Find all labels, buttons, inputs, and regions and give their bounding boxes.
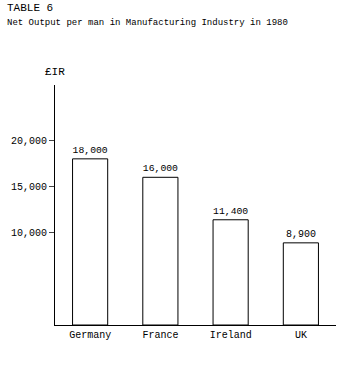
- svg-text:16,000: 16,000: [143, 163, 178, 174]
- svg-text:France: France: [142, 330, 178, 341]
- svg-text:Germany: Germany: [69, 330, 111, 341]
- svg-text:18,000: 18,000: [73, 145, 108, 156]
- svg-text:UK: UK: [295, 330, 307, 341]
- svg-text:£IR: £IR: [45, 66, 65, 78]
- svg-text:20,000: 20,000: [11, 136, 47, 147]
- svg-text:15,000: 15,000: [11, 182, 47, 193]
- svg-text:Ireland: Ireland: [210, 330, 252, 341]
- svg-text:10,000: 10,000: [11, 228, 47, 239]
- svg-text:8,900: 8,900: [286, 229, 316, 240]
- svg-text:11,400: 11,400: [213, 206, 248, 217]
- svg-text:TABLE 6Net Output per man in M: TABLE 6Net Output per man in Manufacturi…: [7, 2, 288, 28]
